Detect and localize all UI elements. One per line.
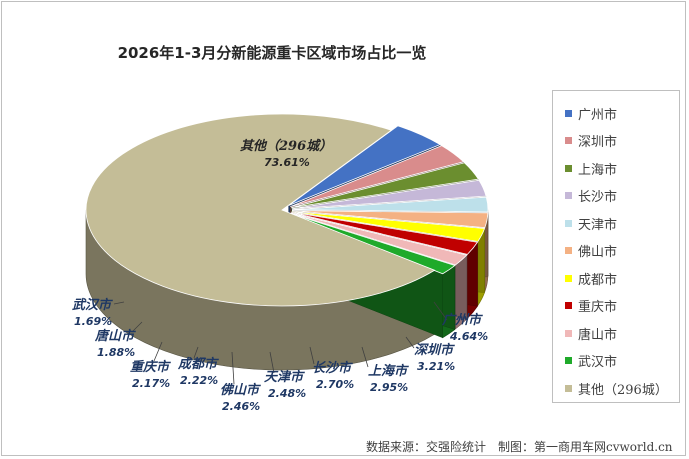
data-label-value: 1.69% bbox=[74, 315, 112, 328]
data-label-changsha: 长沙市 2.70% bbox=[309, 346, 354, 391]
leader-line bbox=[113, 301, 125, 305]
data-label-value: 2.70% bbox=[316, 378, 354, 391]
slice-tangshan bbox=[290, 212, 468, 266]
data-label-name: 深圳市 bbox=[414, 342, 455, 358]
data-label-guangzhou: 广州市 4.64% bbox=[433, 301, 488, 343]
legend-swatch bbox=[565, 357, 572, 364]
legend-label: 深圳市 bbox=[578, 135, 618, 150]
data-label-value: 2.48% bbox=[268, 387, 306, 400]
slice-tianjin bbox=[291, 196, 489, 213]
legend-label: 成都市 bbox=[578, 272, 618, 288]
leader-line bbox=[131, 321, 143, 333]
chart-title: 2026年1-3月分新能源重卡区域市场占比一览 bbox=[117, 44, 427, 62]
data-label-name: 广州市 bbox=[441, 312, 483, 328]
data-label-tianjin: 天津市 2.48% bbox=[264, 351, 306, 400]
legend-item-shanghai: 上海市 bbox=[565, 158, 617, 178]
data-label-chongqing: 重庆市 2.17% bbox=[130, 341, 171, 390]
leader-line bbox=[231, 351, 235, 385]
data-label-wuhan: 武汉市 1.69% bbox=[72, 297, 125, 328]
legend-item-wuhan: 武汉市 bbox=[565, 351, 617, 371]
legend-item-tianjin: 天津市 bbox=[565, 213, 617, 233]
slice-chengdu bbox=[291, 211, 486, 242]
data-label-name: 上海市 bbox=[368, 363, 409, 379]
legend-swatch bbox=[565, 329, 572, 337]
leader-line bbox=[269, 351, 275, 374]
legend-item-foshan: 佛山市 bbox=[565, 241, 617, 261]
leader-line bbox=[309, 346, 315, 365]
legend-label: 唐山市 bbox=[578, 327, 618, 343]
legend-label: 佛山市 bbox=[578, 245, 618, 260]
data-label-value: 1.88% bbox=[97, 346, 135, 359]
legend-label: 长沙市 bbox=[578, 190, 618, 205]
legend-item-chongqing: 重庆市 bbox=[565, 296, 617, 316]
legend-label: 广州市 bbox=[578, 107, 618, 123]
data-label-name: 重庆市 bbox=[130, 359, 171, 375]
slice-chongqing bbox=[291, 211, 479, 255]
data-label-name: 其他（296城） bbox=[240, 138, 332, 154]
data-label-chengdu: 成都市 2.22% bbox=[177, 346, 219, 387]
leader-line bbox=[361, 346, 369, 368]
legend-item-guangzhou: 广州市 bbox=[565, 103, 617, 123]
slice-wuhan bbox=[289, 213, 456, 275]
slice-foshan bbox=[291, 210, 489, 229]
legend-label: 武汉市 bbox=[578, 355, 618, 370]
legend-swatch bbox=[565, 384, 572, 392]
legend-item-tangshan: 唐山市 bbox=[565, 323, 617, 343]
data-label-shanghai: 上海市 2.95% bbox=[361, 346, 409, 394]
data-label-name: 天津市 bbox=[264, 369, 305, 385]
legend-item-changsha: 长沙市 bbox=[565, 186, 617, 206]
data-label-value: 2.46% bbox=[222, 400, 260, 413]
leader-line bbox=[433, 301, 448, 321]
legend-label: 上海市 bbox=[578, 162, 618, 178]
legend-swatch bbox=[565, 137, 572, 144]
slice-shenzhen bbox=[290, 145, 465, 208]
data-label-shenzhen: 深圳市 3.21% bbox=[405, 336, 455, 373]
data-label-value: 2.17% bbox=[132, 377, 170, 390]
legend-item-other: 其他（296城） bbox=[565, 378, 668, 398]
leader-line bbox=[405, 336, 415, 349]
slice-shanghai bbox=[291, 162, 480, 209]
legend-label: 重庆市 bbox=[578, 300, 618, 315]
legend-swatch bbox=[565, 219, 572, 227]
pie-chart: 广州市 4.64%深圳市 3.21% 上海市 2.95% 长沙市 2.70% 天津市 2.48%… bbox=[72, 113, 489, 413]
data-label-foshan: 佛山市 2.46% bbox=[220, 351, 261, 413]
data-label-name: 成都市 bbox=[177, 356, 219, 372]
legend: 广州市深圳市上海市长沙市天津市佛山市成都市重庆市唐山市武汉市其他（296城） bbox=[552, 90, 680, 403]
legend-swatch bbox=[565, 274, 572, 282]
data-label-value: 3.21% bbox=[417, 360, 455, 373]
data-label-name: 唐山市 bbox=[94, 328, 136, 344]
data-label-name: 佛山市 bbox=[220, 382, 261, 398]
legend-swatch bbox=[565, 302, 572, 309]
slice-guangzhou bbox=[288, 125, 441, 206]
data-label-other: 其他（296城） 73.61% bbox=[240, 138, 332, 169]
data-label-value: 4.64% bbox=[449, 330, 488, 343]
data-label-value: 2.95% bbox=[370, 381, 408, 394]
legend-swatch bbox=[565, 164, 572, 172]
data-label-name: 长沙市 bbox=[312, 360, 353, 376]
legend-label: 其他（296城） bbox=[578, 382, 668, 398]
leader-line bbox=[153, 341, 163, 362]
legend-swatch bbox=[565, 192, 572, 199]
legend-item-shenzhen: 深圳市 bbox=[565, 131, 617, 151]
data-label-value: 2.22% bbox=[180, 374, 218, 387]
slice-changsha bbox=[291, 179, 487, 210]
legend-swatch bbox=[565, 247, 572, 254]
leader-line bbox=[193, 346, 199, 359]
slice-other bbox=[85, 113, 436, 307]
legend-item-chengdu: 成都市 bbox=[565, 268, 617, 288]
legend-label: 天津市 bbox=[578, 217, 618, 233]
legend-swatch bbox=[565, 109, 572, 117]
data-label-tangshan: 唐山市 1.88% bbox=[94, 321, 143, 359]
source-note: 数据来源：交强险统计 制图：第一商用车网cvworld.cn bbox=[366, 440, 673, 454]
data-label-name: 武汉市 bbox=[72, 297, 113, 313]
data-label-value: 73.61% bbox=[264, 156, 310, 169]
